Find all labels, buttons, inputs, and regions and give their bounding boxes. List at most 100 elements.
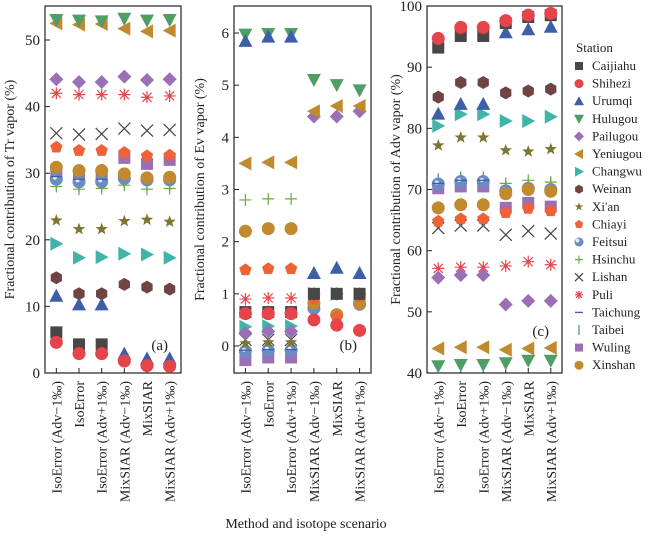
data-point-lishan <box>163 123 177 137</box>
panel-a: 0 10 20 30 40 50 IsoError (Adv−1‰) IsoError IsoE… <box>3 5 182 502</box>
y-tick-label: 2 <box>222 235 230 251</box>
data-point-xi-an <box>239 336 252 349</box>
legend-label: Chiayi <box>592 216 627 231</box>
series-xi-an <box>432 131 557 157</box>
legend-label: Yeniugou <box>592 146 642 161</box>
data-point-pailugou <box>94 74 109 89</box>
data-point-chiayi <box>522 201 535 214</box>
data-point-pailugou <box>476 268 491 283</box>
series-weinan <box>239 287 366 319</box>
data-point-puli <box>50 87 63 100</box>
y-tick-label: 50 <box>407 305 422 321</box>
data-point-yeniugou <box>306 104 320 119</box>
data-point-yeniugou <box>329 99 343 114</box>
series-hsinchu <box>239 192 298 206</box>
data-point-changwu <box>477 107 491 122</box>
y-tick-label: 4 <box>222 130 230 146</box>
data-point-urumqi <box>72 297 86 311</box>
data-point-lishan <box>117 122 131 136</box>
data-point-xinshan <box>454 198 468 212</box>
legend-item-weinan: Weinan <box>575 181 632 196</box>
y-axis-title: Fractional contribution of Adv vapor (%) <box>389 74 404 305</box>
data-point-pailugou <box>498 297 513 312</box>
data-point-hsinchu <box>285 192 298 205</box>
data-point-weinan <box>455 75 467 89</box>
data-point-chiayi <box>477 212 490 225</box>
legend-item-xinshan: Xinshan <box>574 357 636 372</box>
y-axis-title: Fractional contribution of Ev vapor (%) <box>193 78 208 301</box>
data-point-hulugou <box>476 359 491 373</box>
data-point-pailugou <box>521 293 536 308</box>
panel-b: 0 1 2 3 4 5 6 IsoError (Adv−1‰) IsoError IsoError… <box>193 5 372 502</box>
data-point-xi-an <box>454 131 467 143</box>
data-point-chiayi <box>72 144 86 156</box>
x-tick-label: MixSIAR <box>331 380 346 436</box>
series-puli <box>50 87 176 104</box>
data-point-xi-an <box>432 138 445 151</box>
data-point-shihezi <box>330 318 344 332</box>
data-point-yeniugou <box>431 341 445 356</box>
series-xi-an <box>50 213 176 235</box>
data-point-changwu <box>118 246 132 261</box>
data-point-weinan <box>477 75 489 89</box>
y-tick-label: 100 <box>400 0 423 15</box>
data-point-shihezi <box>238 307 252 321</box>
legend-item-taichung: Taichung <box>575 304 641 319</box>
data-point-shihezi <box>499 14 513 28</box>
panel-label: (c) <box>532 324 549 340</box>
x-tick-label: IsoError (Adv−1‰) <box>50 381 65 494</box>
data-point-puli <box>499 259 512 272</box>
data-point-chiayi <box>499 206 512 219</box>
legend-item-yeniugou: Yeniugou <box>574 146 642 161</box>
data-point-weinan <box>432 90 444 104</box>
y-tick-label: 40 <box>25 100 40 116</box>
data-point-caijiahu <box>73 338 85 351</box>
data-point-shihezi <box>431 31 445 45</box>
data-point-shihezi <box>261 307 275 321</box>
legend-item-taibei: Taibei <box>578 322 625 337</box>
legend-item-pailugou: Pailugou <box>574 128 639 143</box>
y-tick-label: 40 <box>407 366 422 382</box>
x-tick-label: IsoError (Adv−1‰) <box>432 381 447 494</box>
series-hsinchu <box>50 179 176 196</box>
data-point-xi-an <box>284 335 298 348</box>
legend-item-puli: Puli <box>575 287 613 302</box>
data-point-xinshan <box>476 198 490 212</box>
data-point-shihezi <box>476 20 490 34</box>
legend-marker-changwu <box>575 166 584 177</box>
data-point-weinan <box>500 86 512 100</box>
legend-label: Feitsui <box>592 234 628 249</box>
data-point-hulugou <box>72 14 86 28</box>
legend-item-lishan: Lishan <box>574 269 628 284</box>
data-point-shihezi <box>284 307 298 321</box>
legend-item-shihezi: Shihezi <box>574 76 631 91</box>
data-point-xinshan <box>521 183 535 196</box>
data-point-urumqi <box>543 19 558 33</box>
data-point-hulugou <box>49 14 64 28</box>
data-point-puli <box>262 292 275 305</box>
x-tick-label: IsoError (Adv+1‰) <box>477 381 492 494</box>
data-point-hulugou <box>543 354 558 368</box>
data-point-lishan <box>72 128 86 141</box>
legend-item-urumqi: Urumqi <box>574 93 633 108</box>
data-point-shihezi <box>454 20 468 34</box>
data-point-yeniugou <box>453 340 467 355</box>
legend-label: Lishan <box>592 269 628 284</box>
data-point-lishan <box>95 127 109 141</box>
data-point-wuling <box>239 354 252 367</box>
data-point-changwu <box>141 247 154 262</box>
series-weinan <box>50 271 176 301</box>
data-point-weinan <box>73 287 85 301</box>
legend-label: Hulugou <box>592 111 638 126</box>
series-taichung <box>432 179 557 192</box>
legend-label: Changwu <box>592 164 642 179</box>
data-point-yeniugou <box>117 21 131 36</box>
series-urumqi <box>238 29 367 279</box>
data-point-hulugou <box>94 15 109 29</box>
data-point-xi-an <box>262 335 275 348</box>
legend-item-changwu: Changwu <box>575 164 642 179</box>
data-point-chiayi <box>118 146 131 158</box>
data-point-chiayi <box>95 144 108 156</box>
legend-marker-chiayi <box>574 219 584 229</box>
